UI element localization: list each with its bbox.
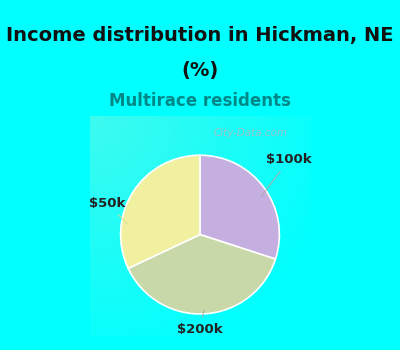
Text: Multirace residents: Multirace residents bbox=[109, 92, 291, 110]
Text: City-Data.com: City-Data.com bbox=[214, 128, 288, 138]
Text: (%): (%) bbox=[181, 61, 219, 80]
Wedge shape bbox=[128, 234, 276, 314]
Text: $200k: $200k bbox=[177, 310, 223, 336]
Text: $100k: $100k bbox=[261, 153, 312, 197]
Wedge shape bbox=[121, 155, 200, 268]
Text: Income distribution in Hickman, NE: Income distribution in Hickman, NE bbox=[6, 26, 394, 45]
Text: $50k: $50k bbox=[89, 197, 128, 225]
Wedge shape bbox=[200, 155, 279, 259]
